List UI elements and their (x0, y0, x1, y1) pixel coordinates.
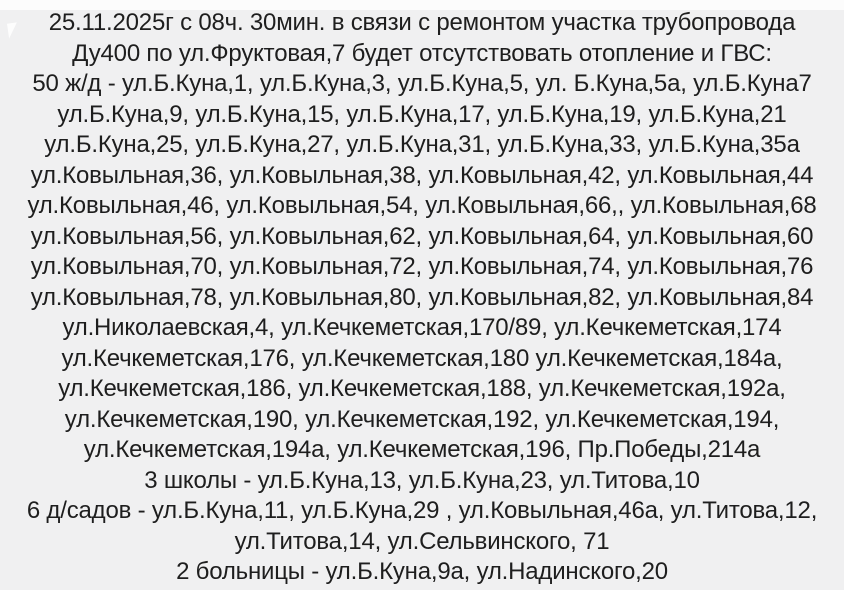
notice-line: ул.Кечкеметская,176, ул.Кечкеметская,180… (61, 344, 783, 372)
notice-line-date-header: 25.11.2025г с 08ч. 30мин. в связи с ремо… (48, 9, 796, 36)
notice-line: ул.Б.Куна,9, ул.Б.Куна,15, ул.Б.Куна,17,… (57, 100, 787, 128)
notice-line-kindergartens: 6 д/садов - ул.Б.Куна,11, ул.Б.Куна,29 ,… (26, 497, 818, 524)
notice-line: ул.Кечкеметская,194а, ул.Кечкеметская,19… (83, 436, 761, 463)
notice-line: ул.Б.Куна,25, ул.Б.Куна,27, ул.Б.Куна,31… (44, 131, 800, 158)
notice-line: ул.Ковыльная,78, ул.Ковыльная,80, ул.Ков… (30, 283, 814, 311)
top-strip (0, 0, 844, 10)
notice-line-hospitals: 2 больницы - ул.Б.Куна,9а, ул.Надинского… (176, 558, 668, 585)
notice-line: ул.Ковыльная,46, ул.Ковыльная,54, ул.Ков… (27, 192, 817, 219)
outage-notice: 25.11.2025г с 08ч. 30мин. в связи с ремо… (0, 8, 844, 588)
notice-line-header: Ду400 по ул.Фруктовая,7 будет отсутствов… (72, 39, 772, 67)
notice-line: ул.Титова,14, ул.Сельвинского, 71 (234, 527, 610, 555)
notice-line: ул.Кечкеметская,186, ул.Кечкеметская,188… (58, 375, 786, 402)
notice-line: ул.Кечкеметская,190, ул.Кечкеметская,192… (64, 405, 780, 433)
notice-line: ул.Николаевская,4, ул.Кечкеметская,170/8… (62, 314, 782, 341)
notice-line: ул.Ковыльная,70, ул.Ковыльная,72, ул.Ков… (30, 253, 814, 280)
notice-line-residential: 50 ж/д - ул.Б.Куна,1, ул.Б.Куна,3, ул.Б.… (32, 70, 812, 97)
notice-line-schools: 3 школы - ул.Б.Куна,13, ул.Б.Куна,23, ул… (144, 466, 700, 494)
notice-line: ул.Ковыльная,56, ул.Ковыльная,62, ул.Ков… (30, 222, 814, 250)
notice-line: ул.Ковыльная,36, ул.Ковыльная,38, ул.Ков… (30, 161, 814, 189)
